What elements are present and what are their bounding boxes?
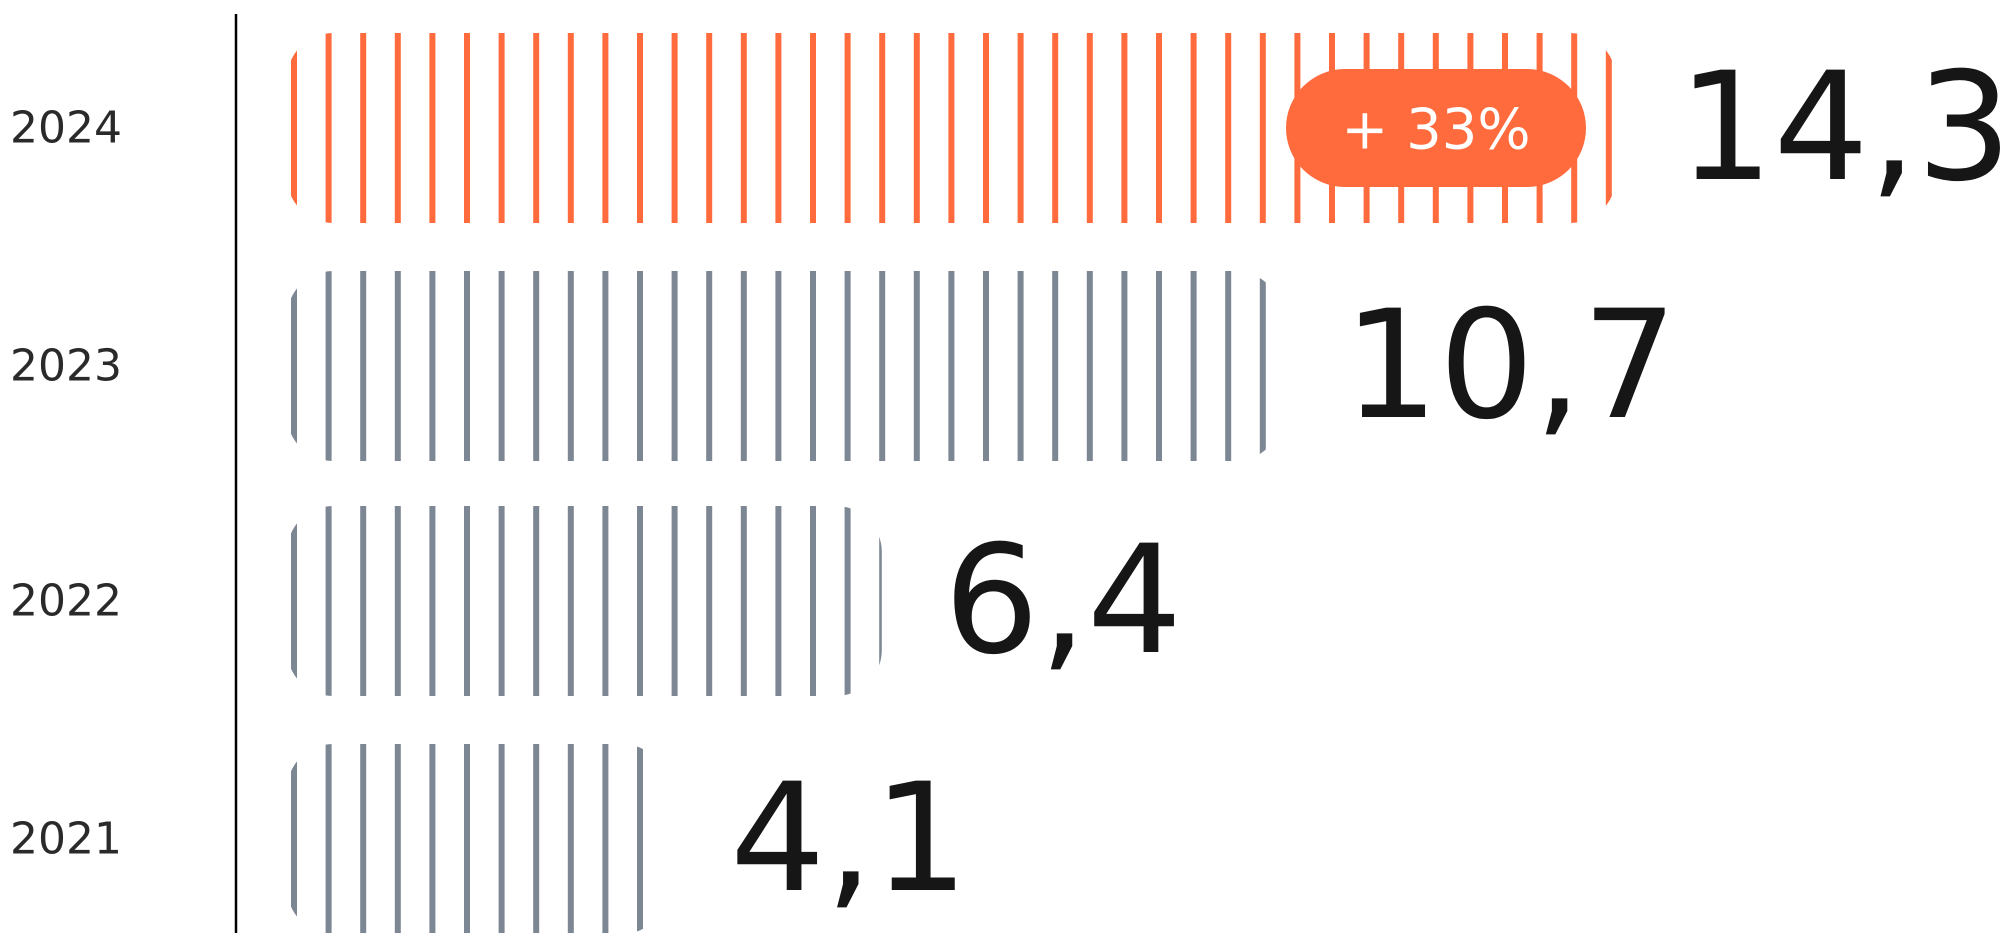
value-label-2024: 14,3 [1678,41,2003,215]
bar-2023 [291,271,1266,461]
category-label-2022: 2022 [10,576,122,627]
value-label-2021: 4,1 [730,752,969,926]
value-label-2022: 6,4 [944,514,1183,688]
growth-badge [1286,69,1586,187]
category-label-2023: 2023 [10,341,122,392]
category-label-2024: 2024 [10,103,122,154]
bar-2022 [291,506,882,696]
value-label-2023: 10,7 [1343,279,1677,453]
category-label-2021: 2021 [10,814,122,865]
growth-badge-label: + 33% [1341,98,1530,163]
bar-2021 [291,744,643,933]
